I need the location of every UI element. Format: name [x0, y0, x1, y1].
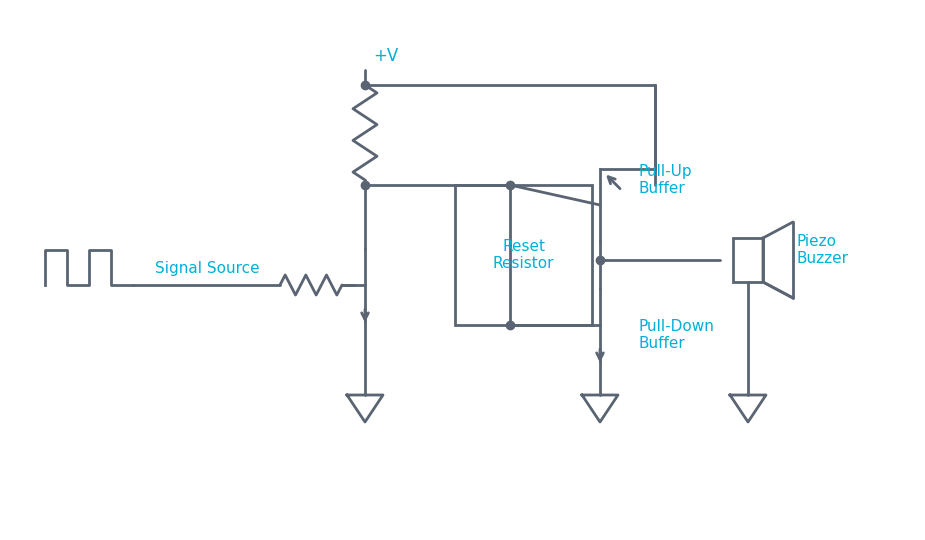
Text: Piezo
Buzzer: Piezo Buzzer [797, 234, 849, 266]
Text: Pull-Up
Buffer: Pull-Up Buffer [638, 164, 692, 196]
Text: Reset
Resistor: Reset Resistor [493, 239, 554, 271]
Text: +V: +V [373, 47, 399, 65]
Text: Signal Source: Signal Source [155, 260, 260, 275]
Text: Pull-Down
Buffer: Pull-Down Buffer [638, 319, 714, 351]
